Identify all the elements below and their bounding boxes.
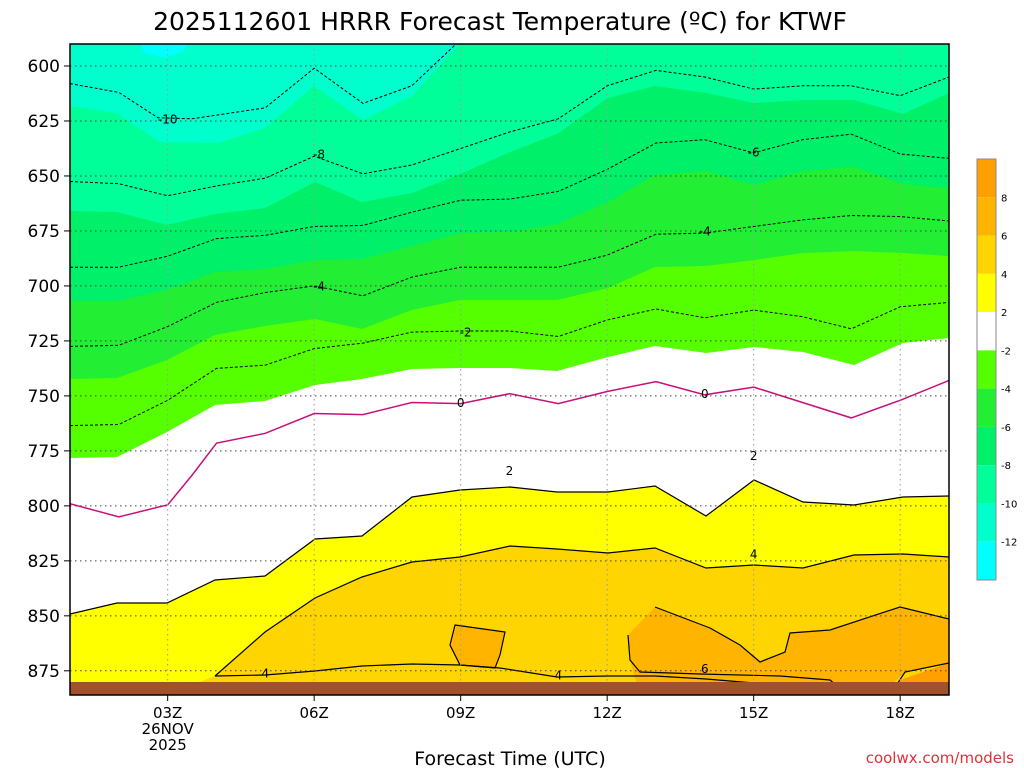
contour-label: 6 xyxy=(701,662,709,676)
y-tick-label: 600 xyxy=(28,57,60,77)
contour-label: -2 xyxy=(460,326,472,340)
isotherm-4-line xyxy=(214,545,949,677)
x-axis-label: Forecast Time (UTC) xyxy=(414,748,605,768)
y-tick-label: 775 xyxy=(28,442,60,462)
colorbar-frame xyxy=(976,158,997,581)
colorbar-swatch xyxy=(977,273,996,313)
plot-frame xyxy=(69,43,950,696)
isotherm-minus10-contour xyxy=(70,44,457,120)
colorbar-tick-label: 2 xyxy=(1001,308,1007,319)
isotherm-minus6-contour xyxy=(70,133,949,268)
y-tick-label: 700 xyxy=(28,277,60,297)
colorbar-tick-label: -2 xyxy=(1001,346,1011,357)
y-tick-label: 825 xyxy=(28,552,60,572)
colorbar-tick-label: -4 xyxy=(1001,385,1011,396)
colorbar-tick-label: -8 xyxy=(1001,461,1011,472)
contour-label: -8 xyxy=(313,147,325,161)
contour-label: 0 xyxy=(701,387,709,401)
contour-label: 2 xyxy=(750,449,758,463)
colorbar-swatch xyxy=(977,503,996,542)
colorbar-tick-label: -6 xyxy=(1001,423,1011,434)
colorbar-swatch xyxy=(977,235,996,274)
fill-band-minus14 xyxy=(140,44,188,58)
x-tick-label: 03Z xyxy=(153,704,182,722)
contour-label: 0 xyxy=(457,396,465,410)
isotherm-6-line-east xyxy=(654,606,949,663)
colorbar-swatch xyxy=(977,426,996,466)
colorbar-tick-label: 4 xyxy=(1001,270,1007,281)
credit-link[interactable]: coolwx.com/models xyxy=(866,749,1014,767)
x-tick-label: 2025 xyxy=(149,736,187,754)
contour-label: -10 xyxy=(158,112,178,126)
colorbar-tick-label: -10 xyxy=(1001,499,1017,510)
contour-label: 4 xyxy=(262,667,270,681)
x-tick-label: 09Z xyxy=(446,704,475,722)
contour-label: -4 xyxy=(313,279,325,293)
colorbar-tick-label: -12 xyxy=(1001,538,1017,549)
contour-label: 4 xyxy=(555,669,563,683)
x-tick-label: 06Z xyxy=(299,704,328,722)
surface-terrain xyxy=(70,682,949,695)
colorbar-swatch xyxy=(977,465,996,504)
contour-lines xyxy=(70,44,949,518)
y-tick-label: 625 xyxy=(28,112,60,132)
colorbar-swatch xyxy=(977,350,996,389)
isotherm-minus8-contour xyxy=(70,69,949,197)
contour-label: 4 xyxy=(750,548,758,562)
colorbar-swatch xyxy=(977,388,996,427)
isotherm-6-line-west xyxy=(449,624,506,669)
x-tick-label: 15Z xyxy=(739,704,768,722)
isotherm-0-contour xyxy=(70,379,949,518)
x-tick-label: 26NOV xyxy=(142,720,195,738)
colorbar-swatch xyxy=(977,541,996,580)
grid-lines xyxy=(70,44,949,695)
colorbar-tick-label: 6 xyxy=(1001,232,1007,243)
colorbar: 8 6 4 2 -2 -4 -6 -8 -10 -12 xyxy=(976,158,1017,581)
y-tick-label: 650 xyxy=(28,167,60,187)
colorbar-tick-label: 8 xyxy=(1001,193,1007,204)
y-tick-label: 750 xyxy=(28,387,60,407)
isotherm-minus4-contour xyxy=(70,214,949,347)
y-tick-label: 850 xyxy=(28,607,60,627)
y-tick-label: 725 xyxy=(28,332,60,352)
x-tick-label: 12Z xyxy=(592,704,621,722)
colorbar-swatch xyxy=(977,312,996,351)
y-tick-label: 675 xyxy=(28,222,60,242)
y-tick-label: 800 xyxy=(28,497,60,517)
colorbar-swatch xyxy=(977,197,996,236)
fill-band-6-to-8 xyxy=(450,625,505,668)
isotherm-6-line-south xyxy=(627,634,838,687)
contour-label: -6 xyxy=(748,145,760,159)
contour-label: -4 xyxy=(699,224,711,238)
chart-title: 2025112601 HRRR Forecast Temperature (ºC… xyxy=(153,7,847,36)
colorbar-swatch xyxy=(977,159,996,198)
x-tick-label: 18Z xyxy=(885,704,914,722)
isotherm-minus2-contour xyxy=(70,301,949,427)
y-tick-label: 875 xyxy=(28,662,60,682)
fill-band-6-to-8-east xyxy=(628,607,949,695)
contour-labels: -10 -8 -6 -4 -4 -2 0 0 2 2 4 4 4 6 xyxy=(158,112,760,683)
isotherm-2-line xyxy=(70,479,949,615)
y-axis-pressure-ticks: 600 625 650 675 700 725 750 775 800 825 850 875 xyxy=(28,57,70,682)
contour-label: 2 xyxy=(506,464,514,478)
